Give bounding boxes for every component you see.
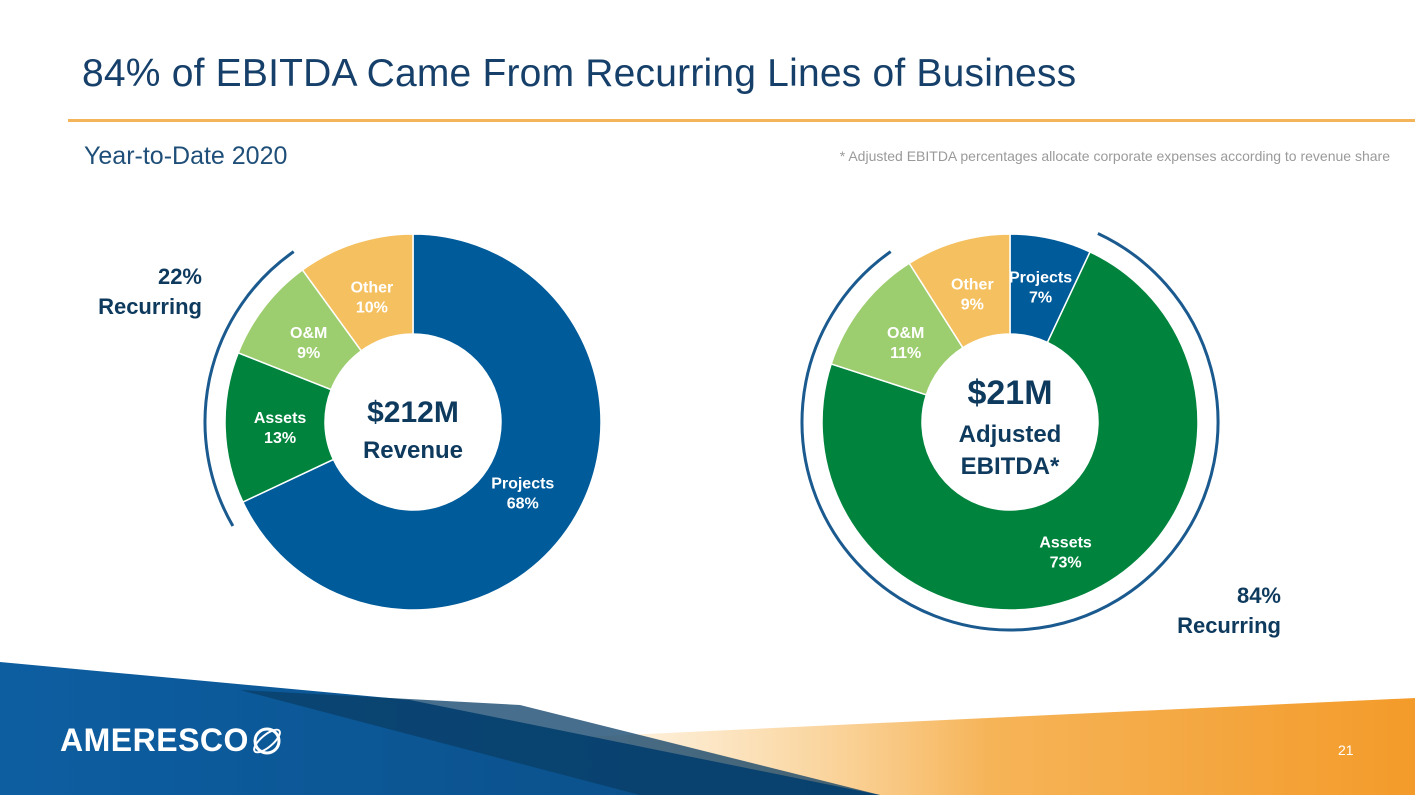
slice-value-om: 9% — [297, 345, 320, 362]
slice-other — [301, 233, 414, 352]
recurring-bracket — [203, 250, 295, 527]
recurring-percent: 22% — [158, 264, 202, 289]
logo-mark-icon — [253, 727, 281, 754]
center-label: Revenue — [363, 437, 463, 464]
slice-value-assets: 73% — [1050, 554, 1082, 571]
slice-label-assets: Assets — [254, 410, 307, 427]
slice-label-other: Other — [951, 276, 994, 293]
subtitle: Year-to-Date 2020 — [84, 142, 288, 170]
slice-projects — [241, 233, 602, 611]
center-label: Adjusted — [959, 421, 1062, 448]
center-label: EBITDA* — [961, 453, 1060, 480]
slice-label-other: Other — [351, 280, 394, 297]
page-number: 21 — [1338, 742, 1354, 758]
slice-value-projects: 68% — [507, 496, 539, 513]
company-logo: AMERESCO — [60, 722, 285, 759]
slice-label-assets: Assets — [1039, 534, 1092, 551]
slice-assets — [821, 250, 1199, 611]
slice-label-projects: Projects — [1009, 269, 1072, 286]
slice-label-projects: Projects — [491, 476, 554, 493]
slice-other — [908, 233, 1011, 349]
page-title: 84% of EBITDA Came From Recurring Lines … — [82, 52, 1077, 95]
slice-label-om: O&M — [290, 325, 327, 342]
recurring-text: Recurring — [1177, 613, 1281, 638]
footer-band — [0, 662, 1415, 795]
logo-text: AMERESCO — [60, 722, 249, 758]
slice-value-other: 9% — [961, 296, 984, 313]
center-value: $212M — [367, 396, 459, 429]
donut-chart-2: Projects 7% Assets 73% O&M 11% Other 9% $21M Adju… — [800, 232, 1281, 638]
recurring-percent: 84% — [1237, 583, 1281, 608]
slice-label-om: O&M — [887, 325, 924, 342]
recurring-text: Recurring — [98, 294, 202, 319]
slice-value-om: 11% — [890, 345, 921, 362]
recurring-bracket — [800, 232, 1220, 632]
donut-chart-1: Projects 68% Assets 13% O&M 9% Other 10% $212M Re… — [98, 233, 602, 611]
title-divider — [68, 119, 1415, 122]
slice-value-other: 10% — [356, 300, 388, 317]
footnote: * Adjusted EBITDA percentages allocate c… — [839, 148, 1390, 164]
slice-value-assets: 13% — [264, 430, 296, 447]
center-value: $21M — [967, 374, 1052, 412]
slice-value-projects: 7% — [1029, 289, 1052, 306]
